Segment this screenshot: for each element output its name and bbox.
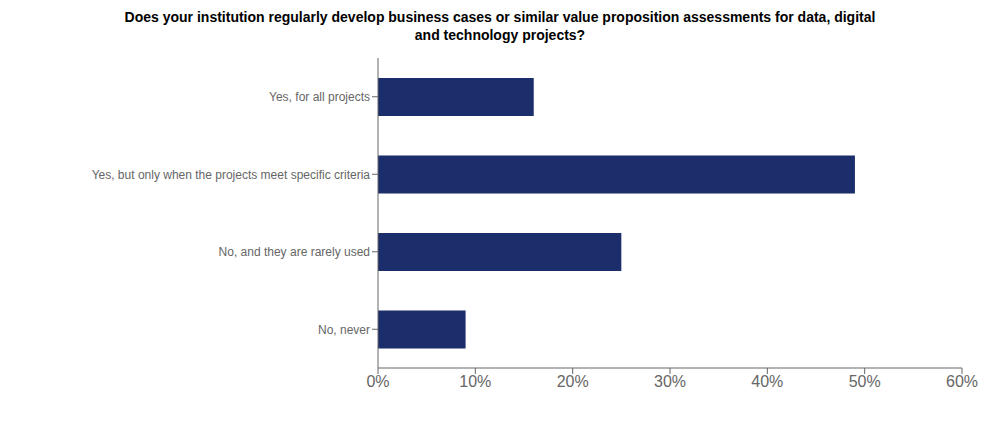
svg-text:40%: 40% [751, 373, 783, 390]
svg-text:50%: 50% [849, 373, 881, 390]
html-text:Does your institution regularl: Does your institution regularly develop … [124, 9, 876, 25]
svg-text:10%: 10% [459, 373, 491, 390]
svg-text:Yes, but only when the project: Yes, but only when the projects meet spe… [92, 168, 371, 182]
svg-text:30%: 30% [654, 373, 686, 390]
svg-text:20%: 20% [557, 373, 589, 390]
svg-text:Yes, for all projects: Yes, for all projects [269, 90, 370, 104]
svg-text:No, never: No, never [318, 323, 370, 337]
svg-text:60%: 60% [946, 373, 978, 390]
html-text:and technology projects?: and technology projects? [414, 27, 586, 43]
svg-text:No, and they are rarely used: No, and they are rarely used [219, 245, 370, 259]
svg-text:0%: 0% [366, 373, 389, 390]
